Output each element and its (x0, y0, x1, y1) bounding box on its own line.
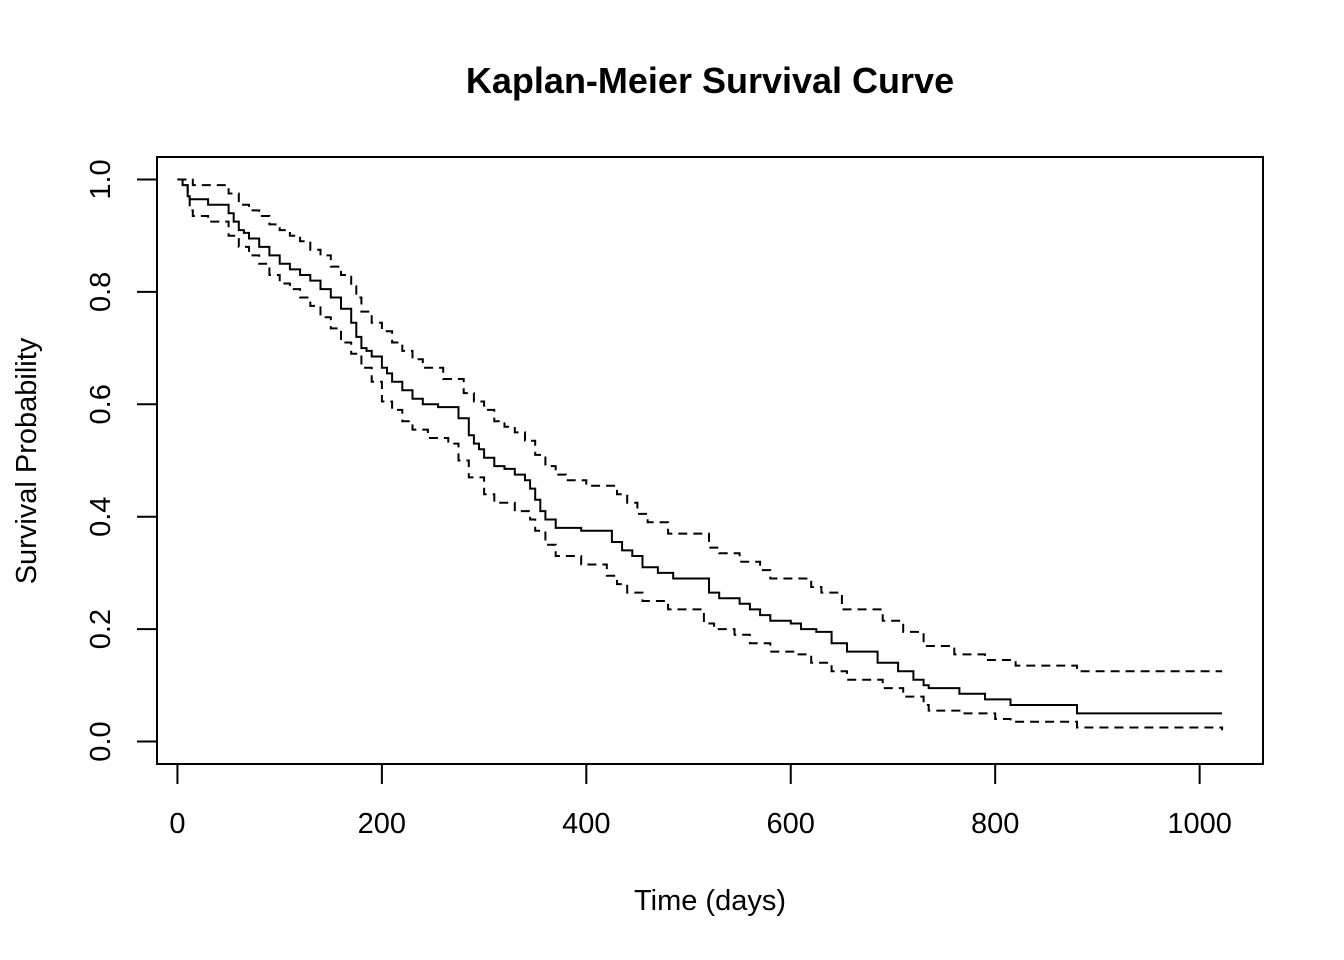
x-tick-label: 200 (358, 808, 406, 840)
x-tick-label: 600 (767, 808, 815, 840)
upper-ci-curve (177, 178, 1223, 673)
x-axis: 0 200 400 600 800 1000 (169, 763, 1232, 840)
y-tick-label: 1.0 (85, 159, 117, 199)
y-tick-label: 0.6 (85, 384, 117, 424)
x-tick-label: 1000 (1167, 808, 1232, 840)
x-tick-label: 400 (562, 808, 610, 840)
lower-ci-curve (177, 178, 1224, 731)
x-axis-label: Time (days) (634, 885, 786, 917)
y-tick-label: 0.2 (85, 609, 117, 649)
x-tick-label: 0 (169, 808, 185, 840)
y-axis: 0.0 0.2 0.4 0.6 0.8 1.0 (85, 159, 158, 762)
chart-title: Kaplan-Meier Survival Curve (466, 60, 954, 101)
y-tick-label: 0.4 (85, 497, 117, 537)
y-tick-label: 0.0 (85, 721, 117, 761)
y-tick-label: 0.8 (85, 272, 117, 312)
km-curve (177, 178, 1223, 715)
plot-frame (156, 156, 1264, 765)
y-axis-label: Survival Probability (11, 337, 43, 584)
x-tick-label: 800 (971, 808, 1019, 840)
curve-layer (177, 178, 1224, 731)
